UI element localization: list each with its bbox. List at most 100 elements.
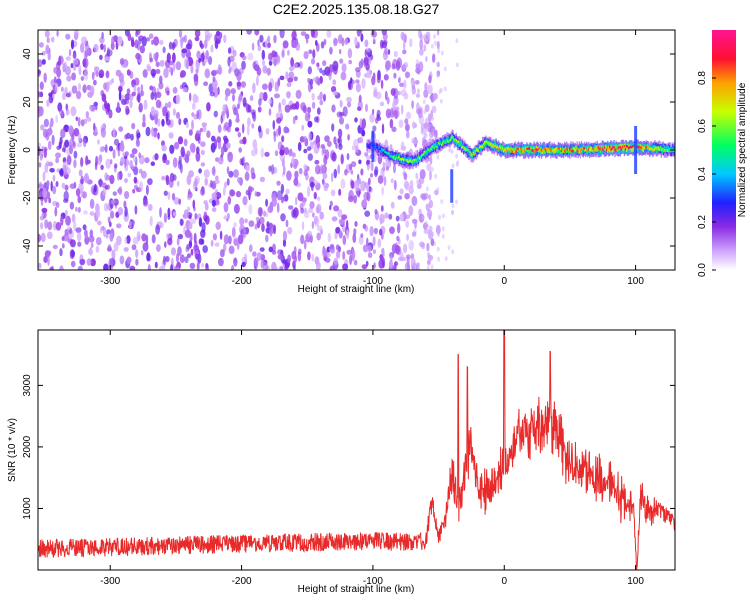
spectrogram-cell	[65, 108, 70, 116]
spectrogram-ridge-cell	[613, 145, 615, 149]
spectrogram-ridge-cell	[591, 149, 593, 152]
spectrogram-ridge-cell	[484, 141, 486, 147]
spectrogram-cell	[291, 209, 296, 218]
spectrogram-cell	[140, 84, 144, 93]
spectrogram-cell	[190, 65, 194, 74]
spectrogram-cell	[278, 108, 283, 118]
spectrogram-cell	[258, 125, 262, 133]
spectrogram-cell	[42, 188, 47, 198]
spectrogram-ridge-cell	[368, 145, 370, 149]
spectrogram-ridge-cell	[506, 149, 508, 153]
spectrogram-cell	[251, 123, 255, 129]
spectrogram-ridge-cell	[505, 148, 507, 154]
spectrogram-ridge-cell	[475, 147, 477, 151]
spectrogram-cell	[268, 222, 273, 230]
spectrogram-streak	[450, 169, 454, 203]
spectrogram-ridge-cell	[609, 147, 611, 153]
spectrogram-cell	[312, 49, 316, 59]
spectrogram-cell	[138, 102, 143, 113]
spectrogram-cell	[73, 150, 78, 159]
spectrogram-cell	[262, 91, 268, 102]
spectrogram-cell	[97, 220, 102, 226]
spectrogram-ridge-cell	[583, 147, 586, 150]
spectrogram-ridge-cell	[445, 141, 447, 145]
spectrogram-cell	[295, 89, 302, 99]
spectrogram-ridge-cell	[571, 149, 573, 153]
spectrogram-cell	[316, 203, 322, 214]
spectrogram-cell	[150, 106, 155, 116]
spectrogram-cell	[43, 118, 50, 128]
spectrogram-ridge-cell	[548, 148, 550, 154]
spectrogram-cell	[204, 215, 210, 225]
spectrogram-cell	[371, 75, 376, 86]
spectrogram-cell	[50, 79, 55, 85]
spectrogram-ridge-cell	[546, 147, 548, 153]
spectrogram-cell	[314, 216, 318, 225]
spectrogram-cell	[70, 106, 77, 117]
spectrogram-cell	[358, 235, 364, 245]
spectrogram-ridge-cell	[487, 141, 489, 145]
spectrogram-ridge-cell	[499, 145, 502, 155]
spectrogram-ridge-cell	[517, 147, 520, 151]
spectrogram-cell	[282, 230, 288, 241]
spectrogram-cell	[71, 72, 76, 81]
spectrogram-cell	[220, 249, 225, 258]
spectrogram-ridge-cell	[454, 138, 456, 141]
spectrogram-cell	[353, 259, 358, 266]
spectrogram-ridge-cell	[377, 146, 380, 150]
spectrogram-cell	[297, 251, 302, 262]
spectrogram-cell	[427, 259, 431, 265]
snr-x-tick-label: 100	[627, 576, 644, 587]
spectrogram-cell	[330, 189, 336, 197]
spectrogram-cell	[193, 73, 199, 82]
spectrogram-cell	[98, 73, 104, 78]
spectrogram-cell	[381, 186, 384, 196]
spectrogram-cell	[259, 247, 265, 252]
spectrogram-ridge-cell	[514, 150, 516, 153]
spectrogram-cell	[70, 260, 76, 268]
spectrogram-cell	[211, 167, 216, 175]
spectrogram-cell	[83, 70, 89, 81]
spectrogram-ridge-cell	[619, 146, 621, 149]
spectrogram-cell	[72, 58, 79, 65]
spectrogram-ridge-cell	[447, 136, 449, 141]
spectrogram-cell	[244, 253, 248, 262]
spectrogram-ridge-cell	[515, 147, 517, 153]
spectrogram-cell	[155, 69, 161, 74]
spectrogram-cell	[349, 163, 353, 171]
spectrogram-cell	[423, 44, 427, 52]
spectrogram-cell	[397, 222, 401, 234]
spectrogram-cell	[381, 123, 385, 134]
spectrogram-cell	[235, 190, 242, 198]
spectrogram-ridge-cell	[426, 150, 428, 154]
spectrogram-cell	[134, 39, 139, 49]
spectrogram-cell	[333, 168, 338, 179]
spectrogram-cell	[441, 226, 445, 232]
spectrogram-ridge-cell	[559, 147, 562, 151]
spectrogram-cell	[404, 193, 410, 200]
spectrogram-cell	[173, 197, 180, 205]
spectrogram-cell	[335, 226, 341, 234]
spectrogram-cell	[75, 227, 82, 233]
spectrogram-cell	[135, 139, 140, 148]
spectrogram-ridge-cell	[654, 147, 656, 151]
spectrogram-cell	[409, 180, 414, 189]
spectrogram-cell	[119, 58, 125, 65]
spectrogram-cell	[38, 106, 44, 117]
spectrogram-cell	[130, 133, 134, 141]
spectrogram-cell	[437, 232, 441, 237]
spectrogram-cell	[71, 213, 76, 223]
spectrogram-cell	[244, 218, 248, 224]
spectrogram-cell	[436, 154, 440, 160]
spectrogram-cell	[376, 109, 381, 118]
spectrogram-cell	[265, 198, 269, 207]
spectrogram-ridge-cell	[625, 147, 628, 152]
spectrogram-cell	[47, 140, 52, 150]
spectrogram-cell	[330, 248, 335, 254]
spectrogram-cell	[430, 238, 435, 247]
spectrogram-cell	[361, 199, 368, 209]
spectrogram-cell	[70, 39, 75, 50]
spectrogram-cell	[178, 155, 182, 165]
spectrogram-ridge-cell	[519, 147, 522, 150]
spectrogram-ridge-cell	[498, 145, 501, 148]
